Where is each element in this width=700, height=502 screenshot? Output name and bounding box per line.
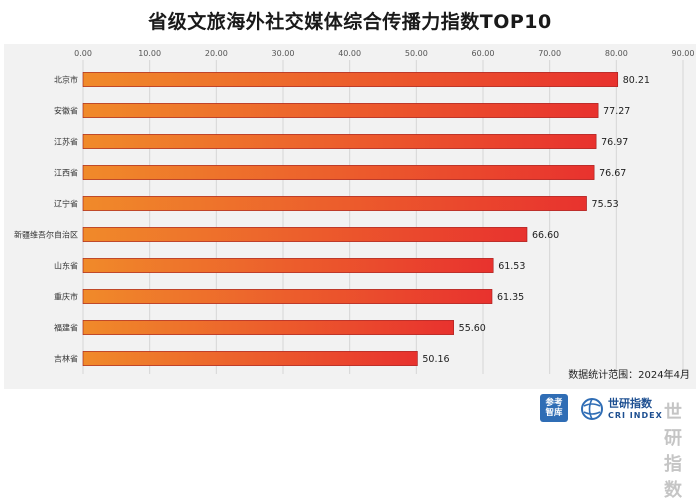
value-labels: 80.21 77.27 76.97 76.67 75.53 66.60 61.53 61.35… — [422, 75, 650, 365]
x-tick-label: 60.00 — [472, 49, 495, 58]
x-tick-label: 50.00 — [405, 49, 428, 58]
value-label: 75.53 — [592, 199, 619, 210]
cri-logo-sub: CRI INDEX — [608, 411, 663, 420]
category-label: 江西省 — [54, 168, 78, 178]
category-label: 吉林省 — [54, 354, 78, 364]
globe-icon — [581, 398, 603, 420]
bars — [82, 72, 619, 366]
category-label: 福建省 — [54, 323, 78, 333]
chart-title: 省级文旅海外社交媒体综合传播力指数TOP10 — [148, 10, 552, 33]
cri-index-logo: 世研指数 CRI INDEX 世研指数 — [576, 392, 698, 501]
value-label: 77.27 — [603, 106, 630, 117]
bar-4 — [82, 196, 587, 211]
logo-cankao-line1: 参考 — [545, 398, 563, 408]
x-tick-label: 10.00 — [138, 49, 161, 58]
bar-3 — [82, 165, 595, 180]
bar-5 — [82, 227, 528, 242]
x-axis-ticks: 0.00 10.00 20.00 30.00 40.00 50.00 60.00 70.00 8… — [74, 49, 694, 58]
logo-cankao-line2: 智库 — [545, 408, 563, 418]
bar-9 — [82, 351, 418, 366]
value-label: 61.53 — [498, 261, 525, 272]
cri-logo-name: 世研指数 — [608, 397, 652, 410]
title-bar: 省级文旅海外社交媒体综合传播力指数TOP10 — [0, 0, 700, 40]
bar-7 — [82, 289, 493, 304]
category-label: 辽宁省 — [54, 199, 78, 209]
x-tick-label: 70.00 — [538, 49, 561, 58]
x-tick-label: 0.00 — [74, 49, 92, 58]
category-label: 北京市 — [54, 75, 78, 85]
chart-panel: 0.00 10.00 20.00 30.00 40.00 50.00 60.00 70.00 8… — [4, 44, 696, 389]
category-label: 山东省 — [54, 261, 78, 271]
watermark: 世研指数 — [664, 402, 682, 501]
value-label: 50.16 — [422, 354, 449, 365]
bar-8 — [82, 320, 454, 335]
x-tick-label: 30.00 — [272, 49, 295, 58]
value-label: 61.35 — [497, 292, 524, 303]
cankao-zhiku-logo: 参考 智库 — [540, 394, 568, 422]
value-label: 55.60 — [459, 323, 486, 334]
footer: 参考 智库 世研指数 CRI INDEX 世研指数 — [0, 390, 700, 501]
category-label: 安徽省 — [54, 106, 78, 116]
value-label: 80.21 — [623, 75, 650, 86]
bar-2 — [82, 134, 597, 149]
category-label: 江苏省 — [54, 137, 78, 147]
value-label: 76.97 — [601, 137, 628, 148]
bar-0 — [82, 72, 619, 87]
data-range-note: 数据统计范围：2024年4月 — [568, 368, 690, 381]
value-label: 66.60 — [532, 230, 559, 241]
bar-6 — [82, 258, 494, 273]
category-label: 重庆市 — [54, 292, 78, 302]
x-tick-label: 40.00 — [338, 49, 361, 58]
x-tick-label: 20.00 — [205, 49, 228, 58]
x-tick-label: 90.00 — [672, 49, 695, 58]
bar-chart: 0.00 10.00 20.00 30.00 40.00 50.00 60.00 70.00 8… — [14, 49, 694, 381]
bar-1 — [82, 103, 599, 118]
category-label: 新疆维吾尔自治区 — [14, 230, 78, 240]
x-tick-label: 80.00 — [605, 49, 628, 58]
value-label: 76.67 — [599, 168, 626, 179]
